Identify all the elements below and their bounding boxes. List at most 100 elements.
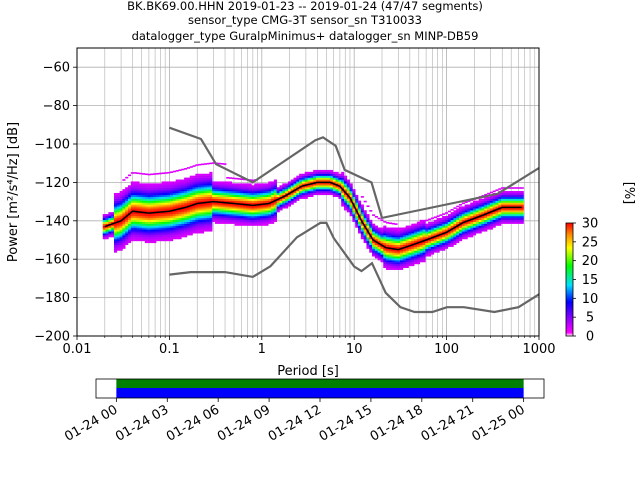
density-cell <box>341 196 345 199</box>
density-cell <box>470 223 474 226</box>
density-cell <box>139 217 143 221</box>
density-cell <box>520 212 524 215</box>
density-cell <box>475 214 479 217</box>
density-cell <box>265 200 269 203</box>
density-cell <box>184 179 188 182</box>
density-cell <box>139 192 143 196</box>
density-cell <box>122 202 126 205</box>
density-cell <box>164 206 168 209</box>
density-cell <box>184 202 188 205</box>
density-cell <box>315 177 320 180</box>
density-cell <box>203 216 207 219</box>
density-cell <box>355 196 359 199</box>
density-cell <box>290 185 294 188</box>
density-cell <box>394 242 398 245</box>
density-cell <box>355 221 359 224</box>
density-cell <box>428 229 432 232</box>
density-cell <box>142 221 146 224</box>
density-cell <box>444 235 449 238</box>
density-cell <box>111 225 115 228</box>
density-cell <box>192 200 196 203</box>
y-tick-label: −60 <box>43 61 70 76</box>
density-cell <box>175 212 179 215</box>
density-cell <box>374 242 378 245</box>
density-cell <box>271 208 275 211</box>
density-cell <box>419 231 423 234</box>
density-cell <box>156 221 160 224</box>
density-cell <box>433 240 437 244</box>
density-cell <box>172 185 176 188</box>
coverage-tick-label: 01-24 06 <box>164 402 222 444</box>
density-cell <box>489 225 493 228</box>
density-cell <box>142 223 146 226</box>
density-cell <box>108 231 112 234</box>
plot-frame <box>76 47 540 337</box>
density-cell <box>447 214 451 217</box>
density-cell <box>116 233 120 236</box>
density-cell <box>517 210 522 213</box>
density-cell <box>113 204 118 207</box>
density-cell <box>175 206 179 209</box>
density-cell <box>147 198 151 201</box>
density-cell <box>487 221 491 224</box>
density-cell <box>301 181 306 184</box>
density-cell <box>251 217 255 221</box>
density-cell <box>428 246 432 249</box>
x-tick-label: 1 <box>258 342 266 357</box>
density-cell <box>383 256 387 259</box>
density-cell <box>231 196 235 199</box>
density-cell <box>228 208 233 211</box>
density-cell <box>231 219 235 222</box>
density-cell <box>509 212 513 215</box>
density-cell <box>116 223 120 226</box>
density-cell <box>366 240 370 244</box>
density-cell <box>394 223 398 225</box>
density-cell <box>192 219 196 222</box>
density-cell <box>172 212 176 215</box>
density-cell <box>329 173 334 176</box>
density-cell <box>268 192 272 196</box>
density-cell <box>324 173 328 176</box>
density-cell <box>170 191 174 194</box>
density-cell <box>416 254 421 257</box>
density-cell <box>394 240 398 244</box>
density-cell <box>189 177 193 180</box>
density-cell <box>363 210 367 213</box>
density-cell <box>200 173 205 176</box>
density-cell <box>352 206 356 209</box>
density-cell <box>178 169 182 171</box>
density-cell <box>400 258 404 261</box>
density-cell <box>366 239 370 242</box>
density-cell <box>113 210 118 213</box>
density-cell <box>425 252 429 255</box>
density-cell <box>436 225 440 228</box>
density-cell <box>430 227 435 230</box>
density-cell <box>172 194 176 197</box>
density-cell <box>189 181 193 184</box>
density-cell <box>178 206 182 209</box>
density-cell <box>192 214 196 217</box>
density-cell <box>142 206 146 209</box>
density-cell <box>383 265 387 269</box>
density-cell <box>422 231 426 234</box>
density-cell <box>447 240 451 244</box>
density-cell <box>130 204 134 207</box>
density-cell <box>470 216 474 219</box>
density-cell <box>217 181 221 184</box>
density-cell <box>456 233 460 236</box>
density-cell <box>116 237 120 240</box>
density-cell <box>161 229 165 232</box>
density-cell <box>405 258 409 261</box>
density-cell <box>217 192 221 196</box>
density-cell <box>285 192 289 196</box>
density-cell <box>192 192 196 196</box>
density-cell <box>341 204 345 207</box>
density-cell <box>192 185 196 188</box>
density-cell <box>363 237 367 240</box>
density-cell <box>346 192 350 196</box>
density-cell <box>276 192 280 196</box>
density-cell <box>310 175 314 178</box>
density-cell <box>478 198 482 201</box>
density-cell <box>470 233 474 236</box>
density-cell <box>478 221 482 224</box>
